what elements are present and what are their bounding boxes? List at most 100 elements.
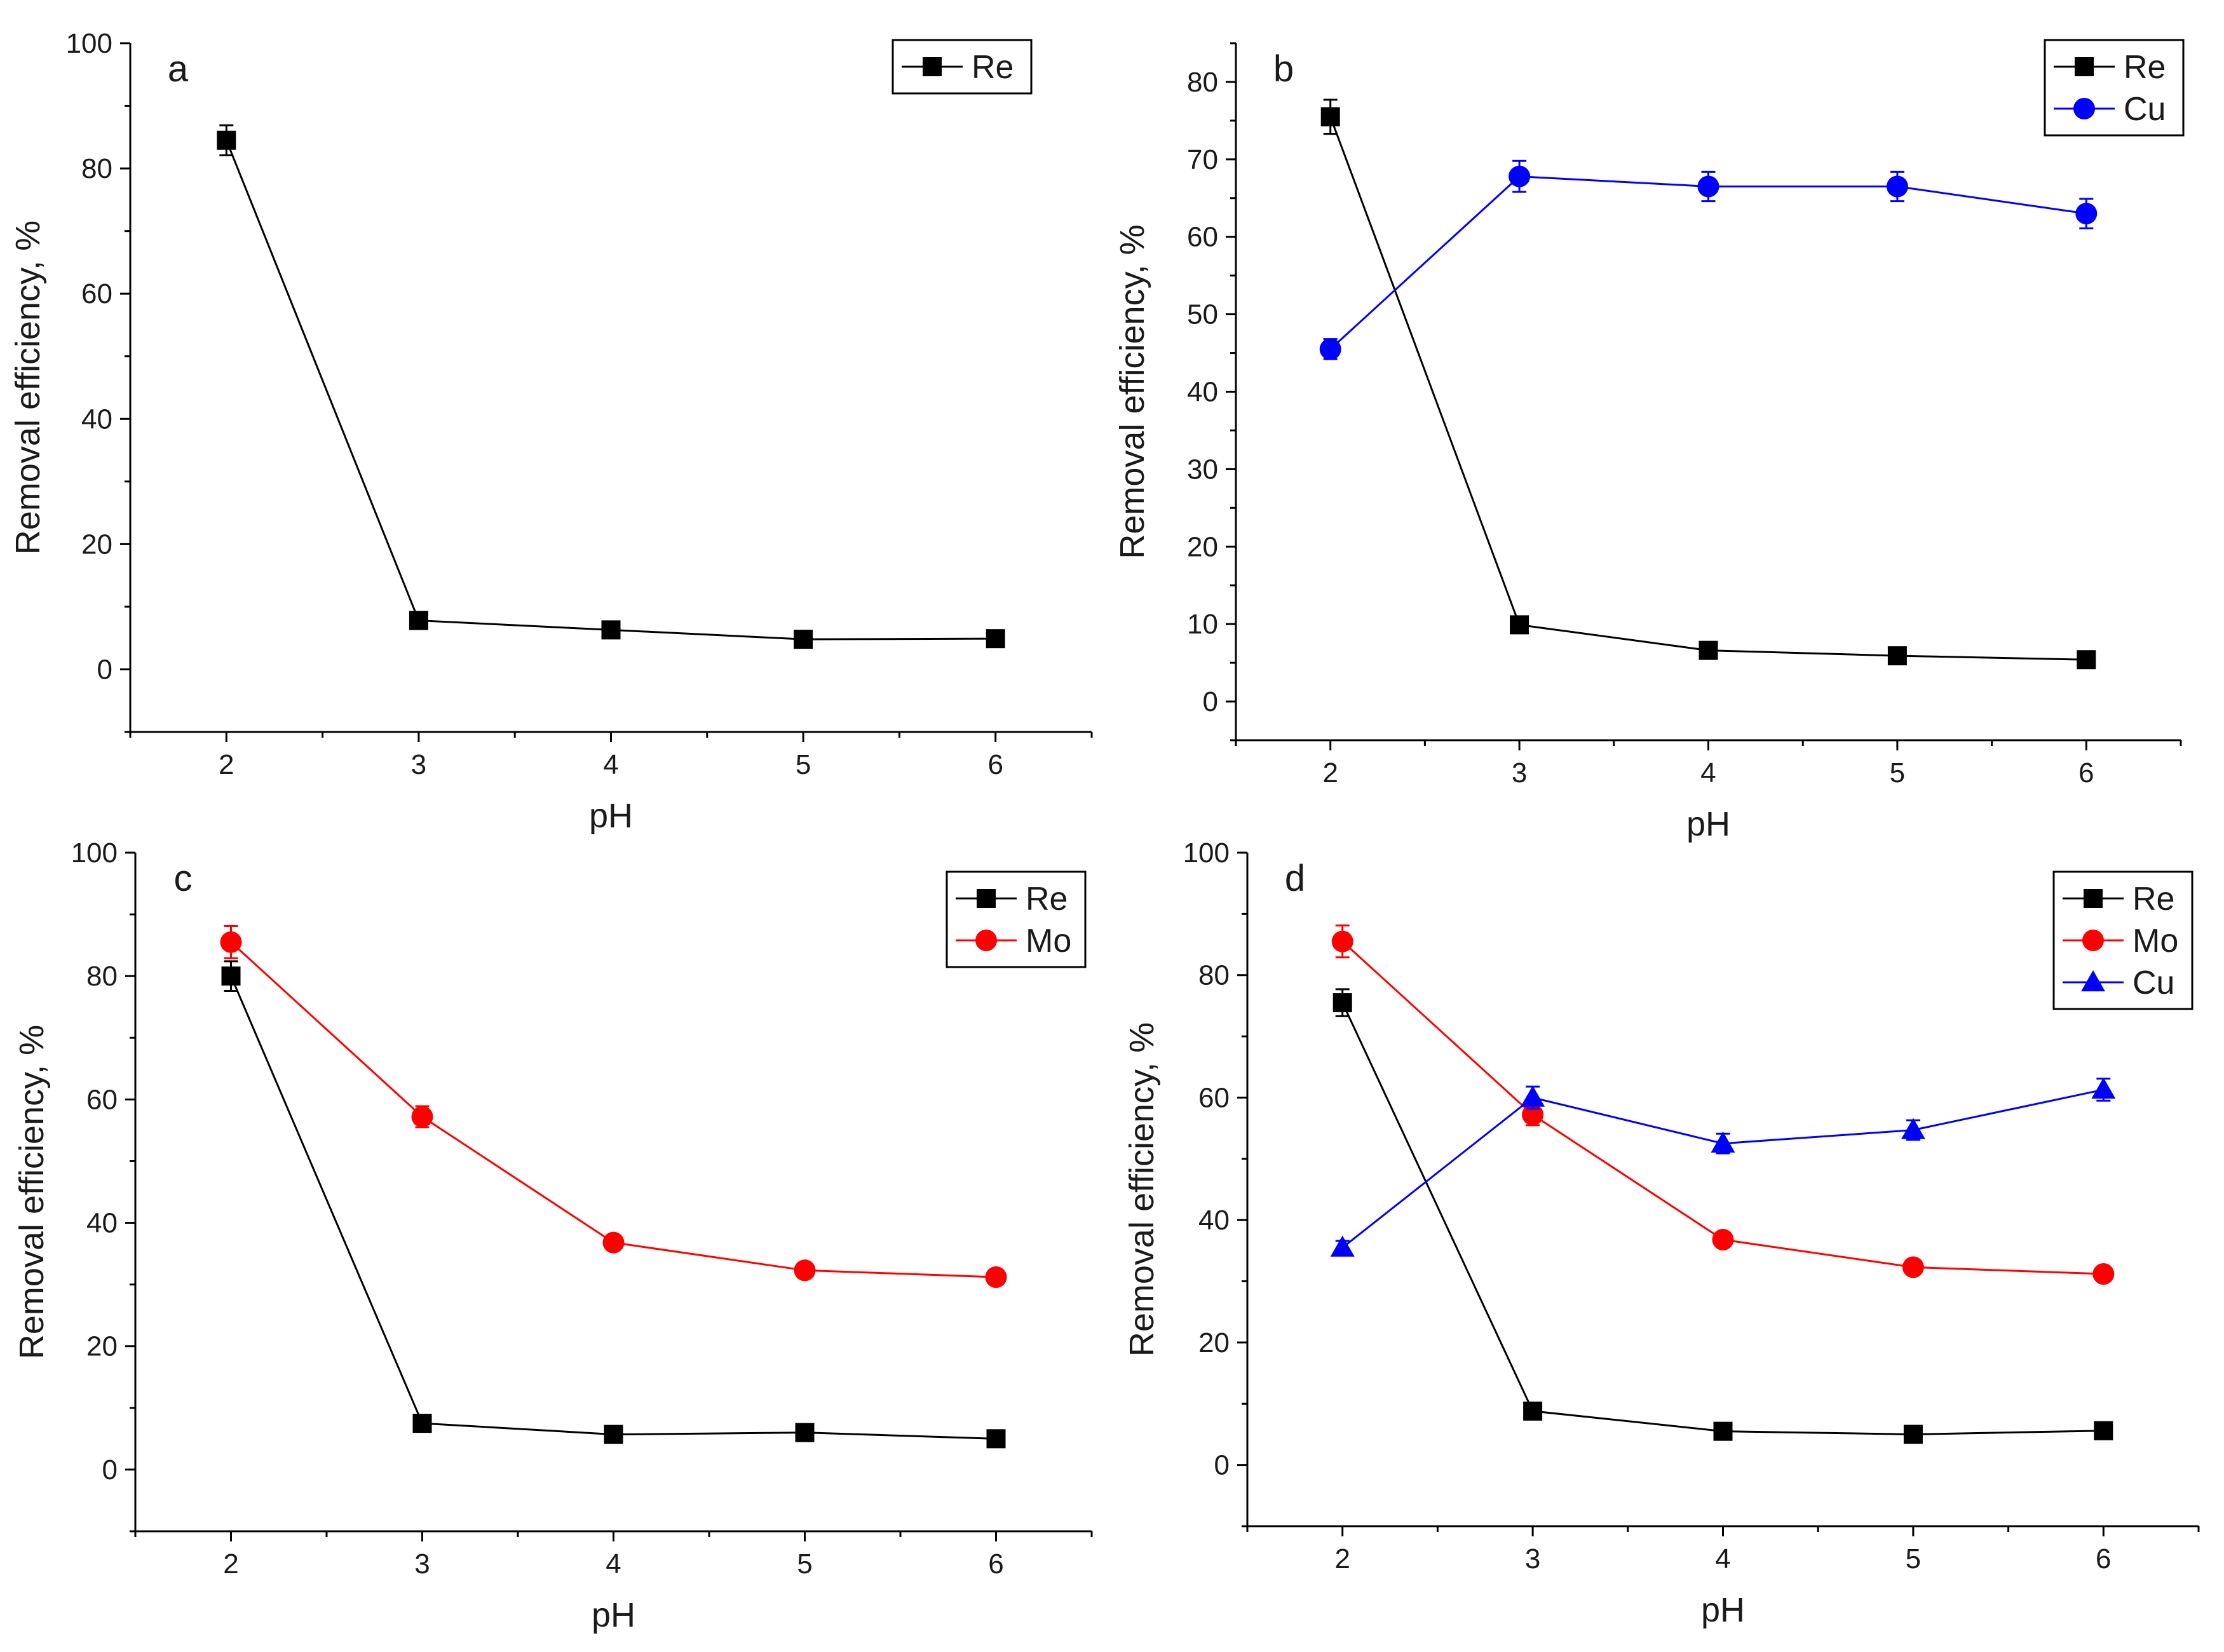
panel-letter: b <box>1273 48 1294 90</box>
data-point <box>412 1414 432 1433</box>
legend-label: Re <box>2124 49 2166 86</box>
panel-b: 0 10 20 30 40 50 60 70 80 2 3 4 5 6 pH Removal efficien… <box>1113 39 2185 843</box>
data-point <box>1697 175 1719 198</box>
series-mo <box>220 925 1007 1288</box>
data-point <box>985 1266 1007 1288</box>
x-tick-label: 2 <box>219 749 234 780</box>
x-tick-label: 5 <box>1890 757 1905 789</box>
y-tick-label: 60 <box>1187 222 1218 253</box>
data-point <box>2092 1263 2115 1285</box>
y-tick-label: 80 <box>86 961 118 992</box>
series-re <box>1320 98 2096 670</box>
data-point <box>1901 1118 1925 1139</box>
legend-label: Mo <box>1026 923 1071 959</box>
y-tick-label: 0 <box>1203 686 1218 717</box>
data-point <box>411 1106 433 1128</box>
data-point <box>2091 1077 2116 1099</box>
data-point <box>794 1259 816 1282</box>
x-axis-title: pH <box>1686 805 1730 843</box>
series-line-mo <box>1341 940 2104 1275</box>
x-tick-label: 3 <box>411 749 426 780</box>
y-tick-label: 80 <box>1187 67 1218 98</box>
y-axis-title: Removal efficiency, % <box>13 1025 51 1359</box>
series-re <box>1332 988 2113 1444</box>
data-point <box>1330 1235 1355 1257</box>
legend-marker <box>2084 889 2103 908</box>
y-tick-label: 10 <box>1187 609 1218 640</box>
panel-letter: a <box>168 48 189 90</box>
y-tick-label: 100 <box>66 28 112 59</box>
data-point <box>1320 107 1340 126</box>
legend-marker <box>923 57 942 76</box>
data-point <box>794 630 813 649</box>
x-axis-title: pH <box>589 797 633 835</box>
legend: Re <box>892 39 1033 95</box>
legend-marker <box>2081 970 2105 992</box>
data-point <box>1902 1256 1924 1278</box>
legend-label: Cu <box>2124 91 2166 128</box>
x-axis-title: pH <box>1701 1591 1745 1629</box>
x-tick-label: 2 <box>1322 757 1338 789</box>
data-point <box>409 611 428 630</box>
series-line-re <box>225 140 996 640</box>
legend-label: Cu <box>2132 965 2174 1001</box>
legend-label: Re <box>1026 881 1068 917</box>
y-tick-label: 60 <box>81 278 112 309</box>
data-point <box>1521 1085 1545 1107</box>
x-tick-label: 5 <box>796 749 811 780</box>
y-tick-label: 20 <box>86 1331 118 1362</box>
y-tick-label: 20 <box>81 529 112 560</box>
x-tick-label: 4 <box>1715 1543 1730 1574</box>
data-point <box>2094 1421 2113 1440</box>
data-point <box>1886 175 1908 198</box>
data-point <box>1332 993 1352 1013</box>
series-line-re <box>230 975 996 1440</box>
y-tick-label: 80 <box>1198 960 1230 991</box>
y-tick-label: 40 <box>1198 1205 1230 1236</box>
legend-marker <box>975 930 997 951</box>
data-point <box>221 966 241 986</box>
panel-d: 0 20 40 60 80 100 2 3 4 5 6 pH Removal efficiency, %… <box>1123 837 2200 1629</box>
panel-letter: d <box>1285 858 1305 899</box>
panel-a: 0 20 40 60 80 100 2 3 4 5 6 pH Removal efficiency, %… <box>9 28 1093 835</box>
y-tick-label: 0 <box>97 654 112 685</box>
legend-marker <box>2073 98 2095 119</box>
y-tick-label: 70 <box>1187 144 1218 175</box>
y-tick-label: 100 <box>1183 837 1230 869</box>
panel-letter: c <box>174 858 193 899</box>
y-tick-label: 100 <box>71 837 118 869</box>
series-cu <box>1330 1077 2116 1257</box>
series-re <box>221 960 1006 1449</box>
legend: Re Mo Cu <box>2052 870 2193 1010</box>
data-point <box>1331 930 1353 952</box>
data-point <box>2077 650 2096 670</box>
x-tick-label: 4 <box>603 749 618 780</box>
data-point <box>604 1425 623 1444</box>
x-tick-label: 2 <box>1334 1543 1350 1574</box>
legend-marker <box>2075 57 2094 76</box>
data-point <box>795 1423 815 1442</box>
legend-marker <box>977 889 996 908</box>
series-cu <box>1319 159 2098 360</box>
data-point <box>220 931 242 953</box>
y-tick-label: 20 <box>1198 1327 1230 1358</box>
series-mo <box>1331 924 2115 1285</box>
data-point <box>1887 646 1907 666</box>
data-point <box>602 1231 625 1254</box>
legend: Re Mo <box>946 870 1087 968</box>
x-tick-label: 4 <box>1700 757 1716 789</box>
data-point <box>601 620 621 640</box>
data-point <box>1713 1421 1733 1441</box>
x-tick-label: 6 <box>988 1548 1003 1580</box>
data-point <box>2075 203 2098 225</box>
x-tick-label: 2 <box>223 1548 238 1580</box>
x-axis-title: pH <box>592 1596 635 1634</box>
y-tick-label: 60 <box>86 1084 118 1115</box>
x-tick-label: 4 <box>606 1548 621 1580</box>
legend: Re Cu <box>2044 39 2185 137</box>
data-point <box>1711 1131 1735 1153</box>
x-tick-label: 3 <box>1512 757 1527 789</box>
y-tick-label: 80 <box>81 153 112 184</box>
x-tick-label: 6 <box>987 749 1003 780</box>
